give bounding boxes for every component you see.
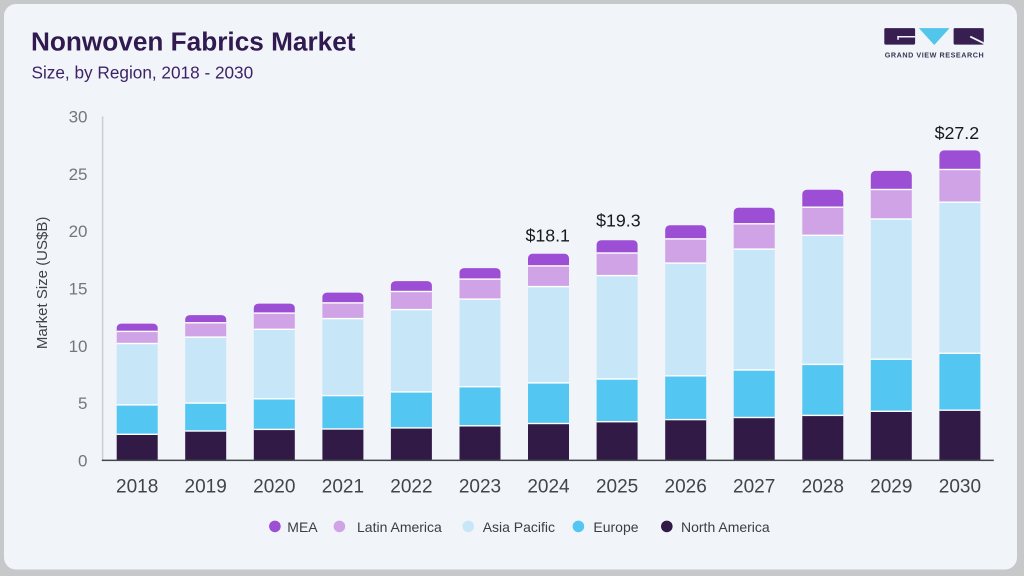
svg-text:2021: 2021: [322, 477, 364, 498]
svg-text:2025: 2025: [596, 477, 638, 498]
svg-text:15: 15: [69, 280, 88, 299]
svg-text:$27.2: $27.2: [935, 123, 980, 143]
svg-text:Latin America: Latin America: [357, 519, 442, 535]
svg-text:North America: North America: [681, 519, 770, 535]
svg-text:5: 5: [78, 394, 87, 413]
svg-text:2022: 2022: [390, 477, 432, 498]
svg-text:GRAND VIEW RESEARCH: GRAND VIEW RESEARCH: [885, 51, 985, 60]
svg-text:2018: 2018: [116, 477, 158, 498]
svg-text:2029: 2029: [870, 477, 912, 498]
svg-text:MEA: MEA: [287, 519, 318, 535]
svg-text:2024: 2024: [527, 477, 570, 498]
svg-text:Market Size (US$B): Market Size (US$B): [34, 217, 51, 350]
svg-text:10: 10: [69, 337, 88, 356]
svg-text:2026: 2026: [665, 477, 707, 498]
svg-text:25: 25: [69, 165, 88, 184]
svg-text:30: 30: [69, 108, 88, 127]
svg-text:2030: 2030: [939, 477, 981, 498]
svg-text:Nonwoven Fabrics Market: Nonwoven Fabrics Market: [31, 27, 356, 57]
svg-text:Asia Pacific: Asia Pacific: [483, 519, 555, 535]
svg-text:2019: 2019: [185, 477, 227, 498]
svg-text:2020: 2020: [253, 477, 295, 498]
svg-text:$18.1: $18.1: [525, 225, 570, 245]
svg-text:Europe: Europe: [593, 519, 638, 535]
svg-text:$19.3: $19.3: [596, 210, 641, 230]
svg-text:20: 20: [69, 222, 88, 241]
svg-text:2027: 2027: [733, 477, 775, 498]
svg-text:Size, by Region, 2018 - 2030: Size, by Region, 2018 - 2030: [32, 62, 254, 82]
svg-text:2023: 2023: [459, 477, 501, 498]
svg-text:0: 0: [78, 452, 87, 471]
svg-text:2028: 2028: [802, 477, 844, 498]
